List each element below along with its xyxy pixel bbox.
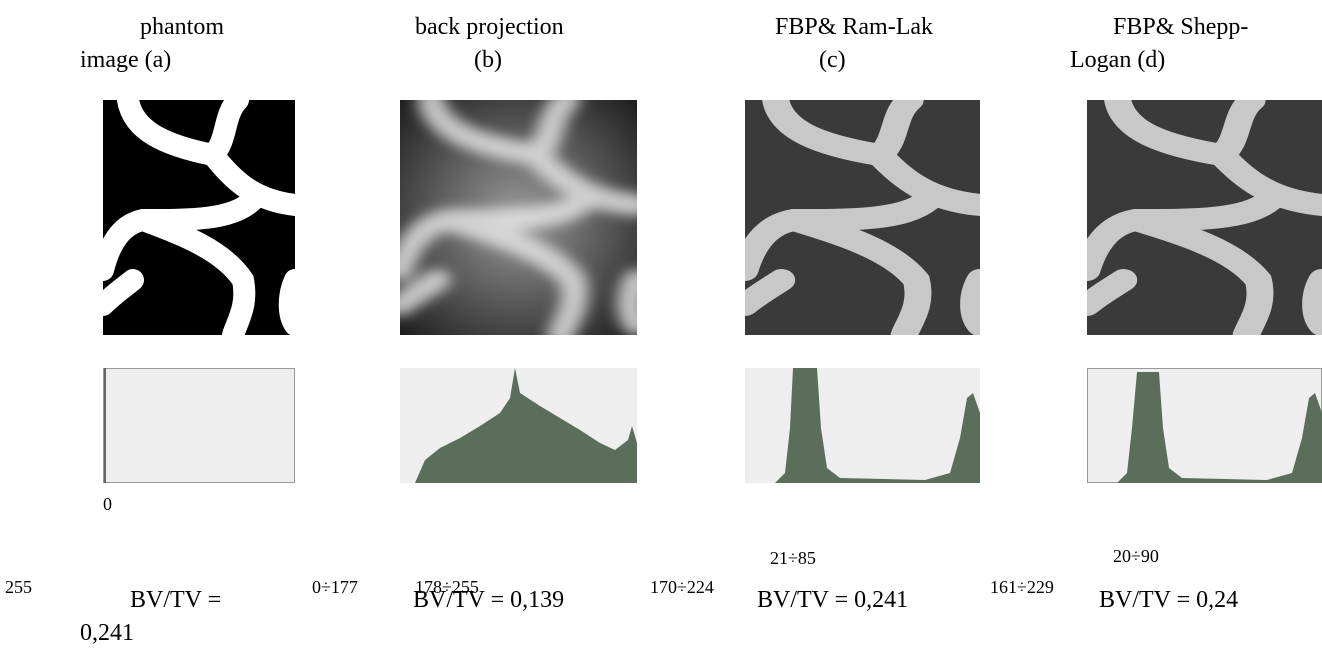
bvtv: BV/TV = 0,139 [413, 585, 564, 615]
shepplogan-image [1087, 100, 1322, 335]
histogram-b [400, 368, 637, 483]
bvtv: 0,241 [80, 618, 134, 648]
range-label: 161÷229 [990, 577, 1054, 598]
title-d2: Logan (d) [1070, 45, 1165, 75]
histogram-d [1087, 368, 1322, 483]
bvtv: BV/TV = 0,24 [1099, 585, 1238, 615]
title-d1: FBP& Shepp- [1113, 12, 1248, 42]
range-label: 0÷177 [312, 577, 358, 598]
bvtv: BV/TV = [130, 585, 221, 615]
histogram-a [103, 368, 295, 483]
histogram-c [745, 368, 980, 483]
range-label: 21÷85 [770, 548, 816, 569]
title-c2: (c) [819, 45, 846, 75]
backprojection-image [400, 100, 637, 335]
title-c1: FBP& Ram-Lak [775, 12, 933, 42]
range-label: 20÷90 [1113, 546, 1159, 567]
title-b1: back projection [415, 12, 564, 42]
title-a1: phantom [140, 12, 224, 42]
title-a2: image (a) [80, 45, 171, 75]
ramlak-image [745, 100, 980, 335]
phantom-image [103, 100, 295, 335]
title-b2: (b) [474, 45, 502, 75]
figure: phantom image (a) back projection (b) FB… [0, 0, 1322, 650]
range-label: 170÷224 [650, 577, 714, 598]
bvtv: BV/TV = 0,241 [757, 585, 908, 615]
range-label: 255 [5, 577, 32, 598]
range-label: 0 [103, 494, 112, 515]
